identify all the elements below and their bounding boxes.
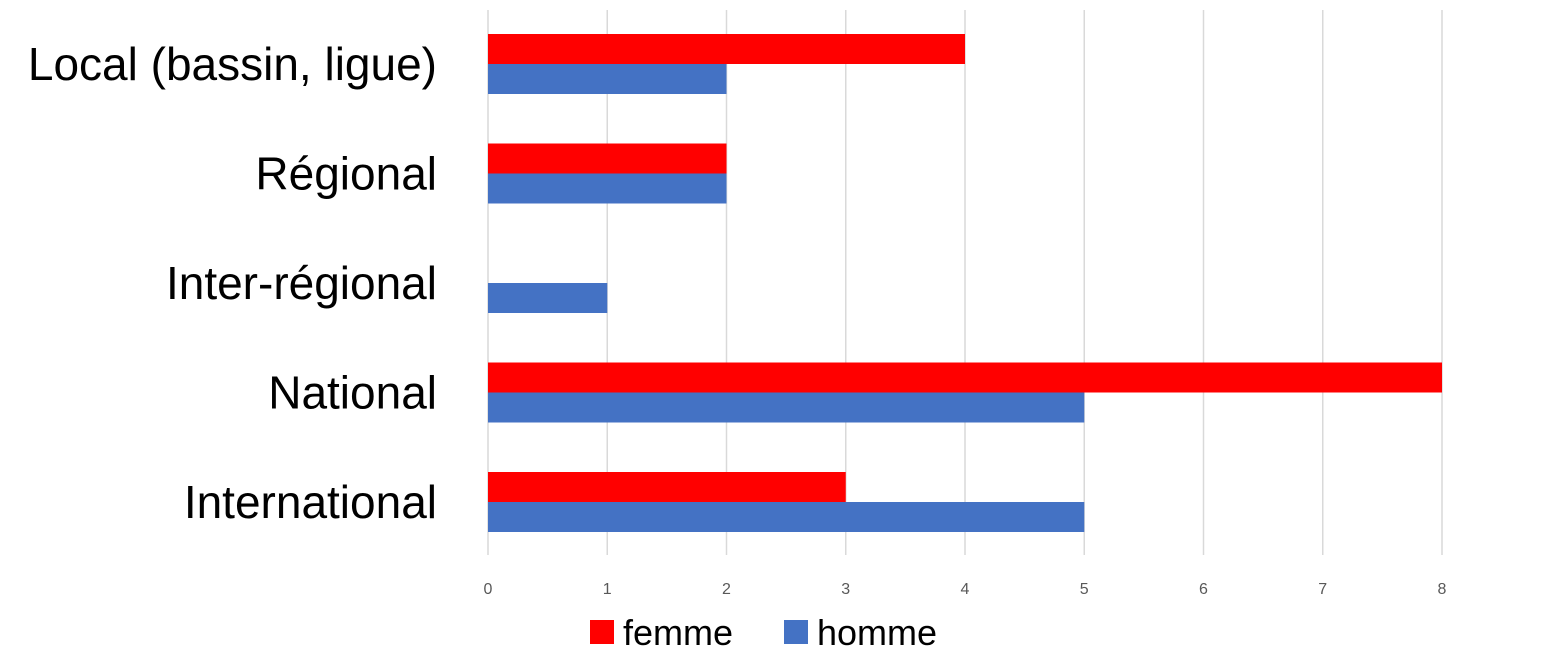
x-tick-label-4: 4 — [961, 581, 970, 598]
bar-femme-4 — [488, 472, 846, 502]
x-tick-label-7: 7 — [1318, 581, 1327, 598]
category-labels: Local (bassin, ligue) Régional Inter-régio… — [28, 38, 437, 528]
bar-homme-3 — [488, 392, 1085, 423]
x-tick-label-8: 8 — [1438, 581, 1447, 598]
grid-lines — [487, 10, 1443, 555]
bar-femme-0 — [488, 34, 965, 64]
category-label-4: International — [184, 476, 437, 528]
x-axis-tick-labels: 0 1 2 3 4 5 6 7 8 — [484, 581, 1447, 598]
bar-homme-0 — [488, 64, 727, 94]
category-label-1: Régional — [255, 148, 437, 200]
legend: femme homme — [590, 612, 937, 648]
legend-swatch-homme — [784, 620, 808, 644]
bar-homme-4 — [488, 502, 1085, 532]
category-label-3: National — [268, 367, 437, 419]
category-label-2: Inter-régional — [166, 257, 437, 309]
category-label-0: Local (bassin, ligue) — [28, 38, 437, 90]
legend-label-femme: femme — [623, 612, 733, 648]
legend-label-homme: homme — [817, 612, 937, 648]
bar-femme-3 — [488, 362, 1442, 393]
legend-swatch-femme — [590, 620, 614, 644]
x-tick-label-0: 0 — [484, 581, 493, 598]
bar-homme-1 — [488, 173, 727, 204]
bars — [488, 34, 1442, 532]
x-tick-label-3: 3 — [841, 581, 850, 598]
x-tick-label-5: 5 — [1080, 581, 1089, 598]
x-tick-label-6: 6 — [1199, 581, 1208, 598]
bar-femme-1 — [488, 143, 727, 174]
x-tick-label-2: 2 — [722, 581, 731, 598]
bar-homme-2 — [488, 283, 608, 313]
x-tick-label-1: 1 — [603, 581, 612, 598]
